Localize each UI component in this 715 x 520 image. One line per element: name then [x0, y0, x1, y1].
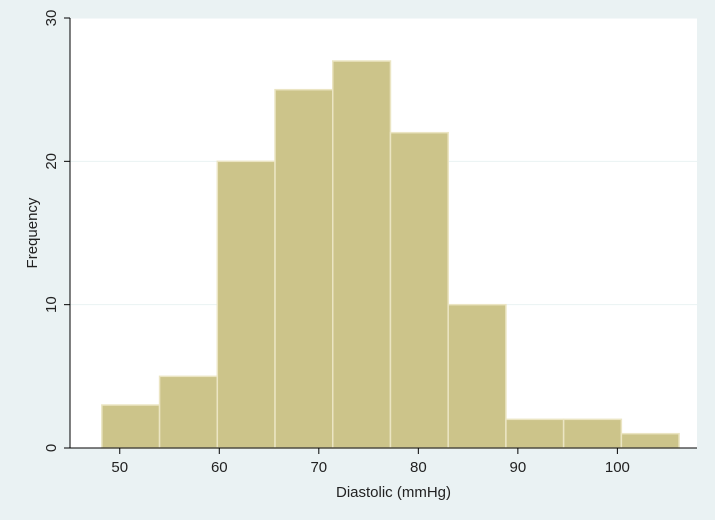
histogram-bar: [331, 60, 392, 449]
y-axis-label: Frequency: [24, 197, 41, 268]
y-tick-label: 0: [43, 444, 60, 452]
histogram-bar: [505, 418, 565, 449]
histogram-bar: [447, 303, 507, 449]
histogram-bar: [389, 131, 449, 449]
y-tick-label: 10: [43, 296, 60, 313]
x-tick-label: 70: [310, 459, 327, 476]
histogram-bars: [101, 60, 680, 449]
x-tick-label: 90: [510, 459, 527, 476]
x-axis-label: Diastolic (mmHg): [336, 484, 451, 501]
y-ticks: 0 10 20 30: [43, 10, 70, 452]
x-tick-label: 60: [211, 459, 228, 476]
x-tick-label: 100: [605, 459, 630, 476]
x-tick-label: 50: [111, 459, 128, 476]
histogram-bar: [101, 404, 161, 449]
y-tick-label: 30: [43, 10, 60, 27]
x-tick-label: 80: [410, 459, 427, 476]
histogram-bar: [620, 432, 680, 449]
histogram-bar: [274, 88, 334, 449]
histogram-bar: [562, 418, 623, 449]
histogram-bar: [216, 160, 276, 449]
x-ticks: 50 60 70 80 90 100: [111, 448, 630, 476]
axes: [69, 18, 697, 449]
y-tick-label: 20: [43, 153, 60, 170]
histogram-bar: [158, 375, 219, 449]
